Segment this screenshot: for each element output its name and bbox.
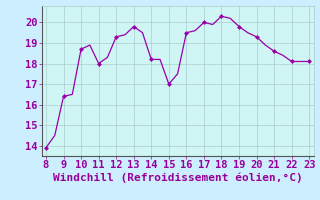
- X-axis label: Windchill (Refroidissement éolien,°C): Windchill (Refroidissement éolien,°C): [53, 173, 302, 183]
